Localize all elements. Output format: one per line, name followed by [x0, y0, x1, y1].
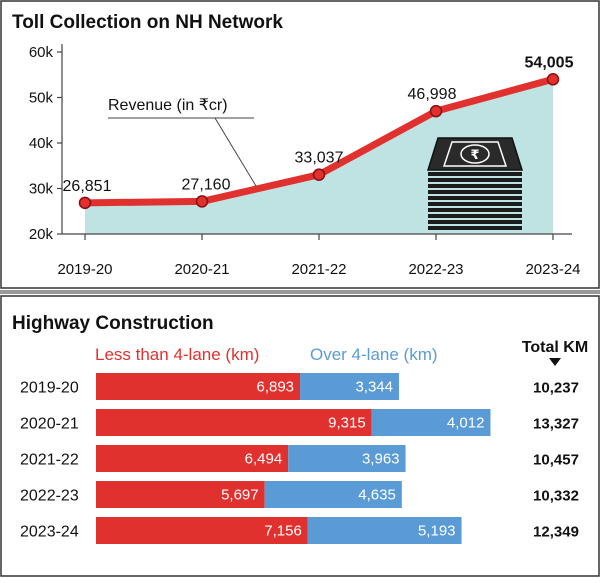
- y-tick-label: 30k: [29, 181, 54, 198]
- highway-chart: Highway Construction Less than 4-lane (k…: [12, 313, 588, 544]
- y-tick-label: 60k: [29, 44, 54, 61]
- bar-value-label: 5,697: [221, 487, 259, 504]
- annotation-leader: [214, 117, 257, 187]
- toll-chart: Toll Collection on NH Network 20k 30k 40k 5…: [12, 12, 581, 278]
- revenue-point: [429, 104, 443, 118]
- x-tick-label: 2020-21: [174, 261, 229, 278]
- total-km-arrow-icon: [549, 358, 561, 366]
- y-tick-label: 40k: [29, 135, 54, 152]
- total-km-value: 10,457: [533, 452, 579, 469]
- legend-less-than-4-lane: Less than 4-lane (km): [95, 345, 259, 364]
- revenue-data-label: 27,160: [182, 176, 231, 193]
- x-tick-label: 2023-24: [525, 261, 580, 278]
- revenue-data-label: 33,037: [295, 150, 344, 167]
- revenue-point: [78, 196, 92, 210]
- category-label: 2019-20: [20, 380, 79, 397]
- revenue-point: [312, 168, 326, 181]
- revenue-area: [85, 79, 553, 234]
- svg-text:₹: ₹: [470, 148, 479, 163]
- bar-over-4-lane: [288, 445, 406, 472]
- bar-value-label: 6,893: [256, 379, 294, 396]
- x-tick-label: 2022-23: [408, 261, 463, 278]
- toll-chart-title: Toll Collection on NH Network: [12, 12, 283, 33]
- total-km-value: 12,349: [533, 524, 579, 541]
- bar-over-4-lane: [264, 481, 402, 508]
- bar-over-4-lane: [307, 517, 462, 544]
- bar-less-than-4-lane: [96, 481, 265, 508]
- bar-value-label: 7,156: [264, 523, 302, 540]
- highway-chart-title: Highway Construction: [12, 313, 214, 334]
- total-km-value: 10,332: [533, 488, 579, 505]
- bar-value-label: 5,193: [418, 523, 456, 540]
- bar-value-label: 3,963: [362, 451, 400, 468]
- bar-value-label: 3,344: [355, 379, 393, 396]
- x-tick-label: 2021-22: [291, 261, 346, 278]
- bar-less-than-4-lane: [96, 445, 289, 472]
- bar-less-than-4-lane: [96, 517, 308, 544]
- revenue-data-label: 46,998: [408, 86, 457, 103]
- y-tick-label: 50k: [29, 90, 54, 107]
- bar-value-label: 9,315: [328, 415, 366, 432]
- revenue-data-label: 26,851: [63, 178, 112, 195]
- category-label: 2021-22: [20, 452, 79, 469]
- toll-panel-border: [0, 0, 600, 289]
- category-label: 2020-21: [20, 416, 79, 433]
- category-label: 2022-23: [20, 488, 79, 505]
- legend-over-4-lane: Over 4-lane (km): [310, 345, 438, 364]
- bar-less-than-4-lane: [96, 373, 301, 400]
- y-tick-label: 20k: [29, 226, 54, 243]
- revenue-point: [546, 73, 560, 86]
- total-km-header: Total KM: [522, 339, 588, 356]
- money-stack-icon: ₹: [426, 137, 524, 230]
- bar-value-label: 4,012: [447, 415, 485, 432]
- x-tick-label: 2019-20: [57, 261, 112, 278]
- revenue-data-label: 54,005: [525, 54, 574, 71]
- bar-less-than-4-lane: [96, 409, 372, 436]
- bar-value-label: 6,494: [245, 451, 283, 468]
- bar-over-4-lane: [371, 409, 491, 436]
- revenue-annotation: Revenue (in ₹cr): [108, 97, 228, 114]
- total-km-value: 13,327: [533, 416, 579, 433]
- category-label: 2023-24: [20, 524, 79, 541]
- total-km-value: 10,237: [533, 380, 579, 397]
- bar-value-label: 4,635: [358, 487, 396, 504]
- revenue-point: [195, 195, 209, 208]
- bar-over-4-lane: [300, 373, 400, 400]
- highway-panel-border: [0, 295, 600, 577]
